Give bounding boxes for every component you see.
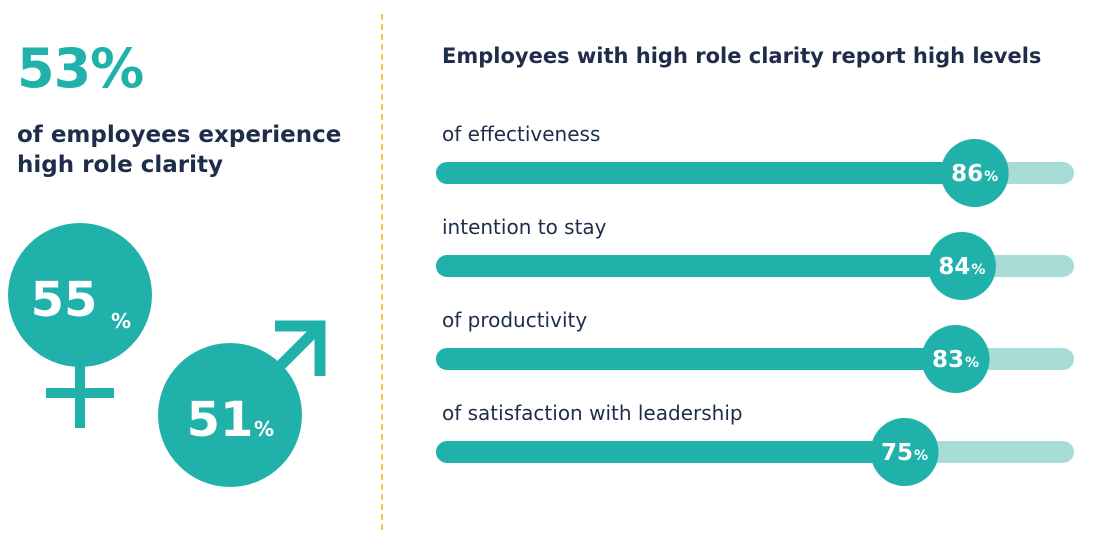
bar-value-unit: % (914, 448, 928, 464)
bar-value-unit: % (984, 169, 998, 185)
bar-fill (436, 255, 972, 277)
bar-value-bubble (927, 232, 996, 300)
male-unit: % (254, 417, 274, 441)
bar-chart: of effectiveness 86% intention to stay 84% o… (436, 122, 1074, 486)
bar-fill (436, 348, 966, 370)
bar-label: intention to stay (442, 215, 607, 239)
bar-fill (436, 162, 985, 184)
male-percent: 51 (187, 392, 254, 448)
bar-value-number: 75 (881, 440, 913, 466)
female-unit: % (111, 309, 131, 333)
gender-breakdown: 55 % 51 % (8, 223, 326, 487)
bar-value-label: 83% (932, 347, 979, 373)
headline-text: of employees experience high role clarit… (17, 122, 342, 178)
female-percent: 55 (31, 272, 98, 328)
bar-value-label: 86% (951, 161, 998, 187)
female-value: 55 (31, 272, 98, 328)
bar-value-number: 86 (951, 161, 983, 187)
bar-label: of productivity (442, 308, 587, 332)
bar-value-number: 84 (938, 254, 970, 280)
bar-value-bubble (921, 325, 990, 393)
bar-value-bubble (870, 418, 939, 486)
male-symbol-icon (158, 320, 326, 487)
bar-fill (436, 441, 915, 463)
section-divider (381, 14, 383, 530)
bar-value-unit: % (965, 355, 979, 371)
female-symbol-icon (8, 223, 152, 428)
bar-value-label: 84% (938, 254, 985, 280)
male-value: 51 (187, 392, 254, 448)
chart-title: Employees with high role clarity report … (442, 44, 1042, 68)
bar-value-bubble (940, 139, 1009, 207)
bar-value-unit: % (971, 262, 985, 278)
bar-label: of effectiveness (442, 122, 600, 146)
bar-label: of satisfaction with leadership (442, 401, 743, 425)
bar-value-label: 75% (881, 440, 928, 466)
bar-value-number: 83 (932, 347, 964, 373)
headline-percent: 53% (17, 37, 144, 100)
